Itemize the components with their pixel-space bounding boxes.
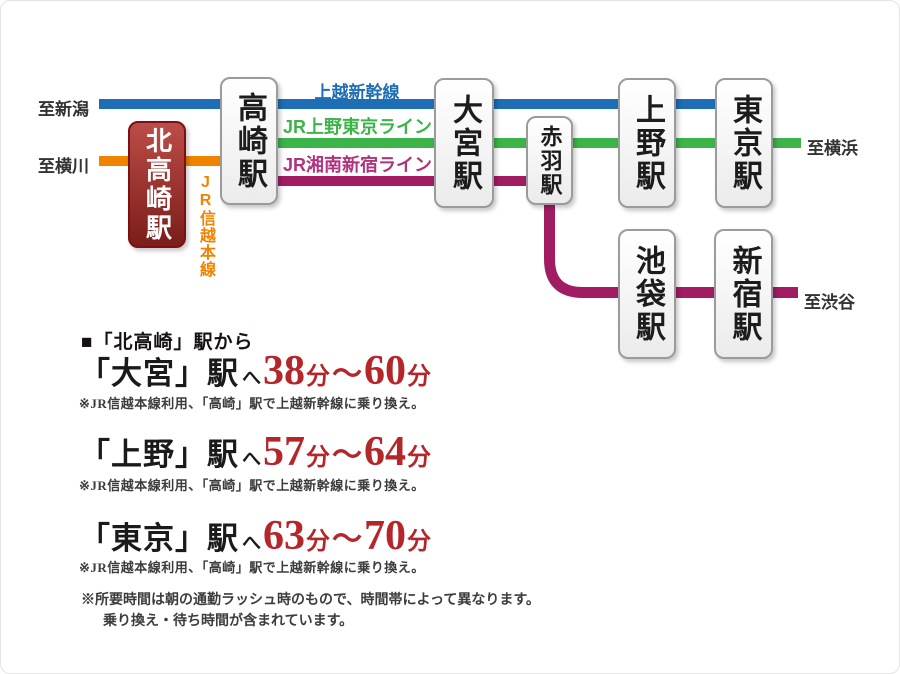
footnote-line-2: 乗り換え・待ち時間が含まれています。: [103, 614, 354, 629]
station-omiya: 大宮駅: [434, 78, 494, 208]
station-tokyo: 東京駅: [715, 78, 773, 208]
route-to-particle: へ: [242, 368, 262, 389]
station-ueno: 上野駅: [618, 78, 676, 208]
route-unit: 分: [306, 445, 331, 471]
route-min-from: 38: [263, 348, 306, 394]
route-time-value: 38分～60分: [263, 347, 431, 395]
route-to-particle: へ: [242, 449, 262, 470]
route-row-omiya: 「大宮」駅 へ 38分～60分: [79, 347, 431, 395]
route-station-name: 「大宮」駅: [79, 356, 239, 391]
station-akabane: 赤羽駅: [526, 116, 573, 205]
line-label-shonan-shinjuku: JR湘南新宿ライン: [283, 155, 433, 175]
route-tilde: ～: [332, 523, 363, 556]
route-note-omiya: ※JR信越本線利用、「高崎」駅で上越新幹線に乗り換え。: [79, 396, 425, 411]
route-time-value: 57分～64分: [263, 428, 431, 476]
dest-label-shibuya: 至渋谷: [804, 293, 855, 312]
route-station-name: 「東京」駅: [79, 521, 239, 556]
line-label-shinetsu: JR信越本線: [197, 174, 214, 278]
route-to-particle: へ: [242, 533, 262, 554]
route-unit: 分: [407, 529, 432, 555]
dest-label-yokokawa: 至横川: [38, 157, 89, 176]
route-unit: 分: [306, 529, 331, 555]
route-unit: 分: [407, 445, 432, 471]
route-min-from: 57: [263, 429, 306, 475]
route-tilde: ～: [332, 358, 363, 391]
shonan-shinjuku-line-lower: [544, 196, 798, 298]
line-label-joetsu-shinkansen: 上越新幹線: [314, 83, 400, 102]
route-time-value: 63分～70分: [263, 512, 431, 560]
station-ikebukuro: 池袋駅: [618, 229, 676, 359]
station-kita-takasaki: 北高崎駅: [128, 121, 186, 248]
line-label-ueno-tokyo: JR上野東京ライン: [283, 117, 433, 137]
route-note-tokyo: ※JR信越本線利用、「高崎」駅で上越新幹線に乗り換え。: [79, 560, 425, 575]
info-heading: ■「北高崎」駅から: [81, 332, 254, 353]
route-row-tokyo: 「東京」駅 へ 63分～70分: [79, 512, 431, 560]
route-min-to: 70: [364, 513, 407, 559]
route-unit: 分: [407, 364, 432, 390]
footnotes: ※所要時間は朝の通勤ラッシュ時のもので、時間帯によって異なります。 乗り換え・待…: [81, 590, 540, 632]
dest-label-niigata: 至新潟: [38, 100, 89, 119]
footnote-line-1: ※所要時間は朝の通勤ラッシュ時のもので、時間帯によって異なります。: [81, 593, 540, 608]
route-min-from: 63: [263, 513, 306, 559]
route-min-to: 64: [364, 429, 407, 475]
station-takasaki: 高崎駅: [220, 77, 278, 205]
route-min-to: 60: [364, 348, 407, 394]
route-unit: 分: [306, 364, 331, 390]
station-shinjuku: 新宿駅: [714, 229, 773, 359]
route-tilde: ～: [332, 439, 363, 472]
route-station-name: 「上野」駅: [79, 437, 239, 472]
dest-label-yokohama: 至横浜: [807, 139, 858, 158]
route-note-ueno: ※JR信越本線利用、「高崎」駅で上越新幹線に乗り換え。: [79, 478, 425, 493]
route-row-ueno: 「上野」駅 へ 57分～64分: [79, 428, 431, 476]
